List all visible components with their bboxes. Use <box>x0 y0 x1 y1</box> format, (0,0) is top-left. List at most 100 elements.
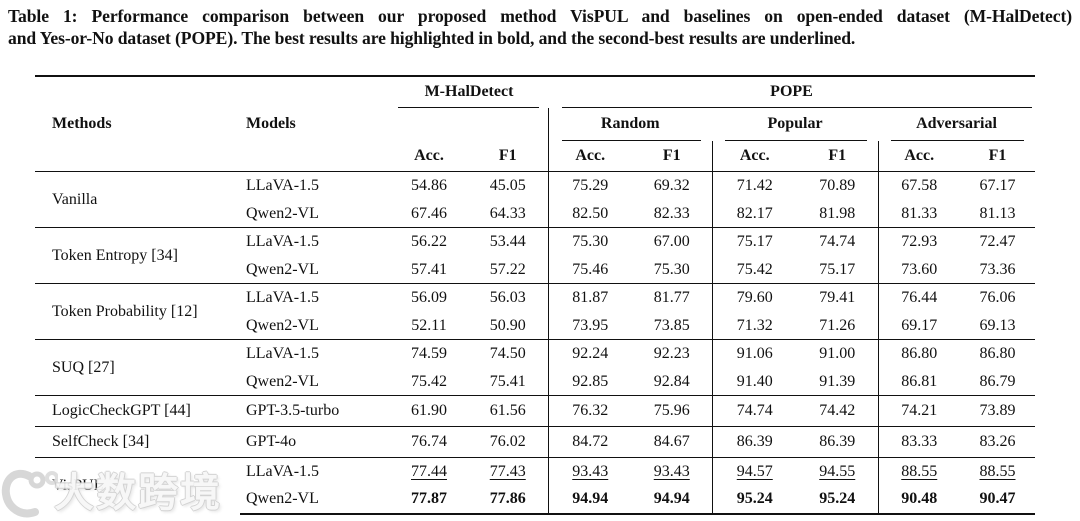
value-text: 94.57 <box>736 463 773 481</box>
value-cell: 57.22 <box>468 256 548 284</box>
value-cell: 70.89 <box>797 172 878 200</box>
value-text: 64.33 <box>489 204 526 222</box>
value-text: 86.39 <box>736 433 773 451</box>
value-text: 69.32 <box>653 177 690 195</box>
value-cell: 92.24 <box>547 339 632 368</box>
col-group-mhaldetect: M-HalDetect <box>390 76 548 108</box>
value-text: 76.44 <box>901 289 938 307</box>
value-text: 75.29 <box>572 177 609 195</box>
model-cell: LLaVA-1.5 <box>240 339 390 368</box>
value-cell: 84.67 <box>632 426 712 458</box>
value-text: 75.96 <box>653 402 690 420</box>
value-text: 72.93 <box>901 233 938 251</box>
header-row-groups: Methods Models M-HalDetect POPE <box>35 75 1035 173</box>
value-text: 67.58 <box>901 177 938 195</box>
model-cell: Qwen2-VL <box>240 485 390 515</box>
value-text: 75.42 <box>411 372 447 390</box>
caption-line-2: and Yes-or-No dataset (POPE). The best r… <box>8 28 856 49</box>
value-cell: 91.40 <box>711 367 797 396</box>
value-text: 91.06 <box>736 345 773 363</box>
value-cell: 86.79 <box>960 368 1035 396</box>
value-cell: 75.41 <box>468 368 548 396</box>
value-cell: 67.17 <box>960 172 1035 200</box>
value-text: 92.84 <box>653 372 690 390</box>
table-row: Vanilla LLaVA-1.5 54.86 45.05 75.29 69.32 71.4… <box>35 171 1035 208</box>
value-cell: 86.81 <box>877 367 960 396</box>
col-header-acc: Acc. <box>711 140 797 173</box>
value-text: 73.89 <box>979 402 1016 420</box>
value-cell: 54.86 <box>390 172 468 200</box>
value-cell: 69.13 <box>960 312 1035 340</box>
value-cell: 75.30 <box>547 227 632 256</box>
col-group-spacer <box>390 108 548 141</box>
value-text: 81.87 <box>572 289 609 307</box>
col-header-acc: Acc. <box>390 140 468 173</box>
model-cell: Qwen2-VL <box>246 372 319 390</box>
value-text: 84.72 <box>572 433 609 451</box>
value-cell: 94.94 <box>547 485 632 515</box>
value-text: 56.09 <box>411 289 447 307</box>
col-group-random: Random <box>547 107 712 141</box>
value-text: 93.43 <box>572 463 609 481</box>
value-text: 72.47 <box>979 233 1016 251</box>
value-cell: 64.33 <box>468 200 548 228</box>
table-row: LogicCheckGPT [44] GPT-3.5-turbo 61.90 61.5… <box>35 395 1036 427</box>
value-cell: 50.90 <box>468 312 548 340</box>
value-text: 79.41 <box>819 289 856 307</box>
value-cell: 77.44 <box>390 457 468 486</box>
value-cell: 84.72 <box>547 426 632 458</box>
model-cell: GPT-4o <box>240 426 390 458</box>
value-cell: 86.39 <box>797 426 878 458</box>
col-header-f1: F1 <box>960 140 1036 173</box>
value-cell: 81.77 <box>632 283 712 312</box>
value-text: 77.44 <box>411 463 447 481</box>
value-text: 82.33 <box>653 204 690 222</box>
value-text: 69.17 <box>901 316 938 334</box>
value-cell: 74.74 <box>797 227 878 256</box>
value-cell: 53.44 <box>468 227 548 256</box>
value-cell: 56.22 <box>390 227 468 256</box>
col-header-methods: Methods <box>35 75 240 173</box>
value-text: 50.90 <box>489 316 526 334</box>
results-table: Methods Models M-HalDetect POPE Random P… <box>35 74 1036 515</box>
value-text: 75.30 <box>572 233 609 251</box>
value-cell: 52.11 <box>390 312 468 340</box>
value-text: 92.24 <box>572 345 609 363</box>
value-cell: 56.09 <box>390 283 468 312</box>
value-text: 90.47 <box>979 490 1016 508</box>
value-cell: 75.42 <box>711 255 797 284</box>
value-text: 94.94 <box>572 490 609 508</box>
value-cell: 74.74 <box>711 395 797 427</box>
value-cell: 81.87 <box>547 283 632 312</box>
value-cell: 74.42 <box>797 395 878 427</box>
model-cell: LLaVA-1.5 <box>240 283 390 312</box>
table-row: VisPUL LLaVA-1.5 77.44 77.43 93.43 93.43 94.57… <box>35 457 1036 514</box>
value-cell: 81.13 <box>960 200 1035 228</box>
value-text: 74.59 <box>411 345 447 363</box>
method-cell: Token Entropy [34] <box>35 227 240 284</box>
value-cell: 95.24 <box>711 485 797 515</box>
value-text: 75.17 <box>819 260 856 278</box>
value-cell: 75.29 <box>547 171 632 200</box>
method-cell: LogicCheckGPT [44] <box>35 395 240 427</box>
value-text: 92.85 <box>572 372 609 390</box>
value-cell: 90.48 <box>877 485 960 515</box>
value-cell: 75.30 <box>632 256 712 284</box>
value-text: 74.74 <box>736 402 773 420</box>
value-text: 75.42 <box>736 260 773 278</box>
value-text: 75.41 <box>489 372 526 390</box>
model-cell: LLaVA-1.5 <box>240 227 390 256</box>
value-cell: 86.39 <box>711 426 797 458</box>
value-cell: 86.80 <box>877 339 960 368</box>
col-header-f1: F1 <box>797 140 878 173</box>
value-text: 75.30 <box>653 260 690 278</box>
col-group-pope: POPE <box>548 76 1035 108</box>
value-cell: 73.95 <box>547 311 632 340</box>
value-text: 76.32 <box>572 402 609 420</box>
value-text: 83.33 <box>901 433 938 451</box>
value-text: 56.22 <box>411 233 447 251</box>
value-cell: 67.46 <box>390 200 468 228</box>
value-cell: 72.47 <box>960 227 1036 256</box>
value-text: 86.80 <box>901 345 938 363</box>
value-cell: 94.57 <box>711 457 797 486</box>
